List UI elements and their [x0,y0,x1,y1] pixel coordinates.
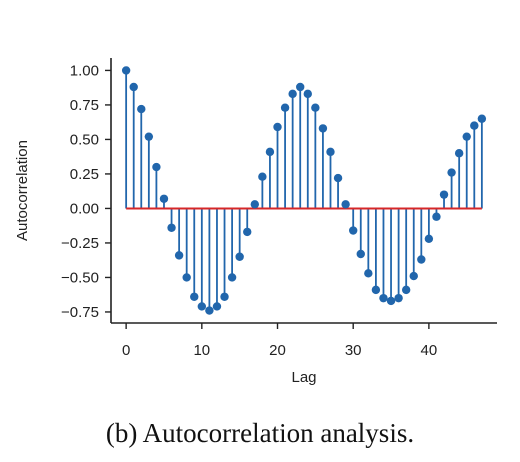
y-tick-label: 1.00 [70,62,99,79]
stem-marker [182,273,191,282]
y-tick-label: 0.00 [70,200,99,217]
y-axis-title: Autocorrelation [14,140,31,241]
stem-marker [250,200,260,209]
stem-marker [243,227,252,237]
stem-marker [439,190,449,199]
stem-marker [288,89,297,99]
stem-marker [318,124,328,133]
stem-marker [235,252,244,261]
stem-marker [258,172,267,181]
stem-marker [432,212,441,221]
stem-marker [227,273,237,282]
stem-marker [167,223,176,232]
stem-marker [190,292,199,301]
stem-marker [212,302,222,311]
stem-marker [424,234,434,244]
stem-marker [273,122,282,132]
stem-series [125,70,483,311]
x-tick-label: 10 [193,342,210,359]
stem-marker [129,82,138,92]
x-axis-title: Lag [291,369,316,386]
y-tick-label: 0.50 [70,131,99,148]
stem-marker [152,162,161,172]
stem-marker [121,66,131,75]
stem-marker [174,251,184,260]
stem-marker [296,82,305,92]
stem-marker [326,147,335,157]
stem-marker [356,249,365,259]
stem-marker [197,302,207,311]
stem-marker [144,132,154,141]
stem-marker [333,173,343,183]
stem-marker [394,293,403,303]
stem-marker [477,114,487,123]
stem-marker [137,104,146,114]
stem-marker [386,296,396,306]
stem-marker [454,149,464,158]
x-tick-label: 20 [269,342,286,359]
autocorrelation-chart: 1.00 0.75 0.50 0.25 0.00 −0.25 −0.50 −0.75 0 10 2… [14,58,497,386]
stem-marker [462,132,471,141]
y-axis-ticks: 1.00 0.75 0.50 0.25 0.00 −0.25 −0.50 −0.75 [61,62,111,321]
x-tick-label: 30 [345,342,362,359]
stem-marker [265,147,275,157]
stem-marker [159,194,169,203]
stem-marker [311,103,320,112]
stem-marker [364,269,373,278]
stem-marker [220,292,229,301]
x-tick-label: 0 [122,342,130,359]
y-tick-label: −0.25 [61,235,99,252]
stem-marker [205,306,214,315]
stem-marker [409,271,418,281]
y-tick-label: −0.75 [61,304,99,321]
figure-caption: (b) Autocorrelation analysis. [105,418,415,448]
stem-markers [121,66,487,315]
stem-marker [447,168,456,177]
y-tick-label: 0.25 [70,166,99,183]
stem-marker [303,89,312,99]
y-tick-label: 0.75 [70,97,99,114]
x-axis-ticks: 0 10 20 30 40 [122,323,437,359]
y-tick-label: −0.50 [61,269,99,286]
stem-marker [379,293,388,303]
stem-marker [470,121,479,130]
stem-marker [401,285,411,295]
stem-marker [417,255,426,264]
x-tick-label: 40 [421,342,438,359]
stem-marker [371,285,381,295]
stem-marker [341,200,350,209]
stem-marker [280,103,290,112]
stem-marker [348,226,358,235]
